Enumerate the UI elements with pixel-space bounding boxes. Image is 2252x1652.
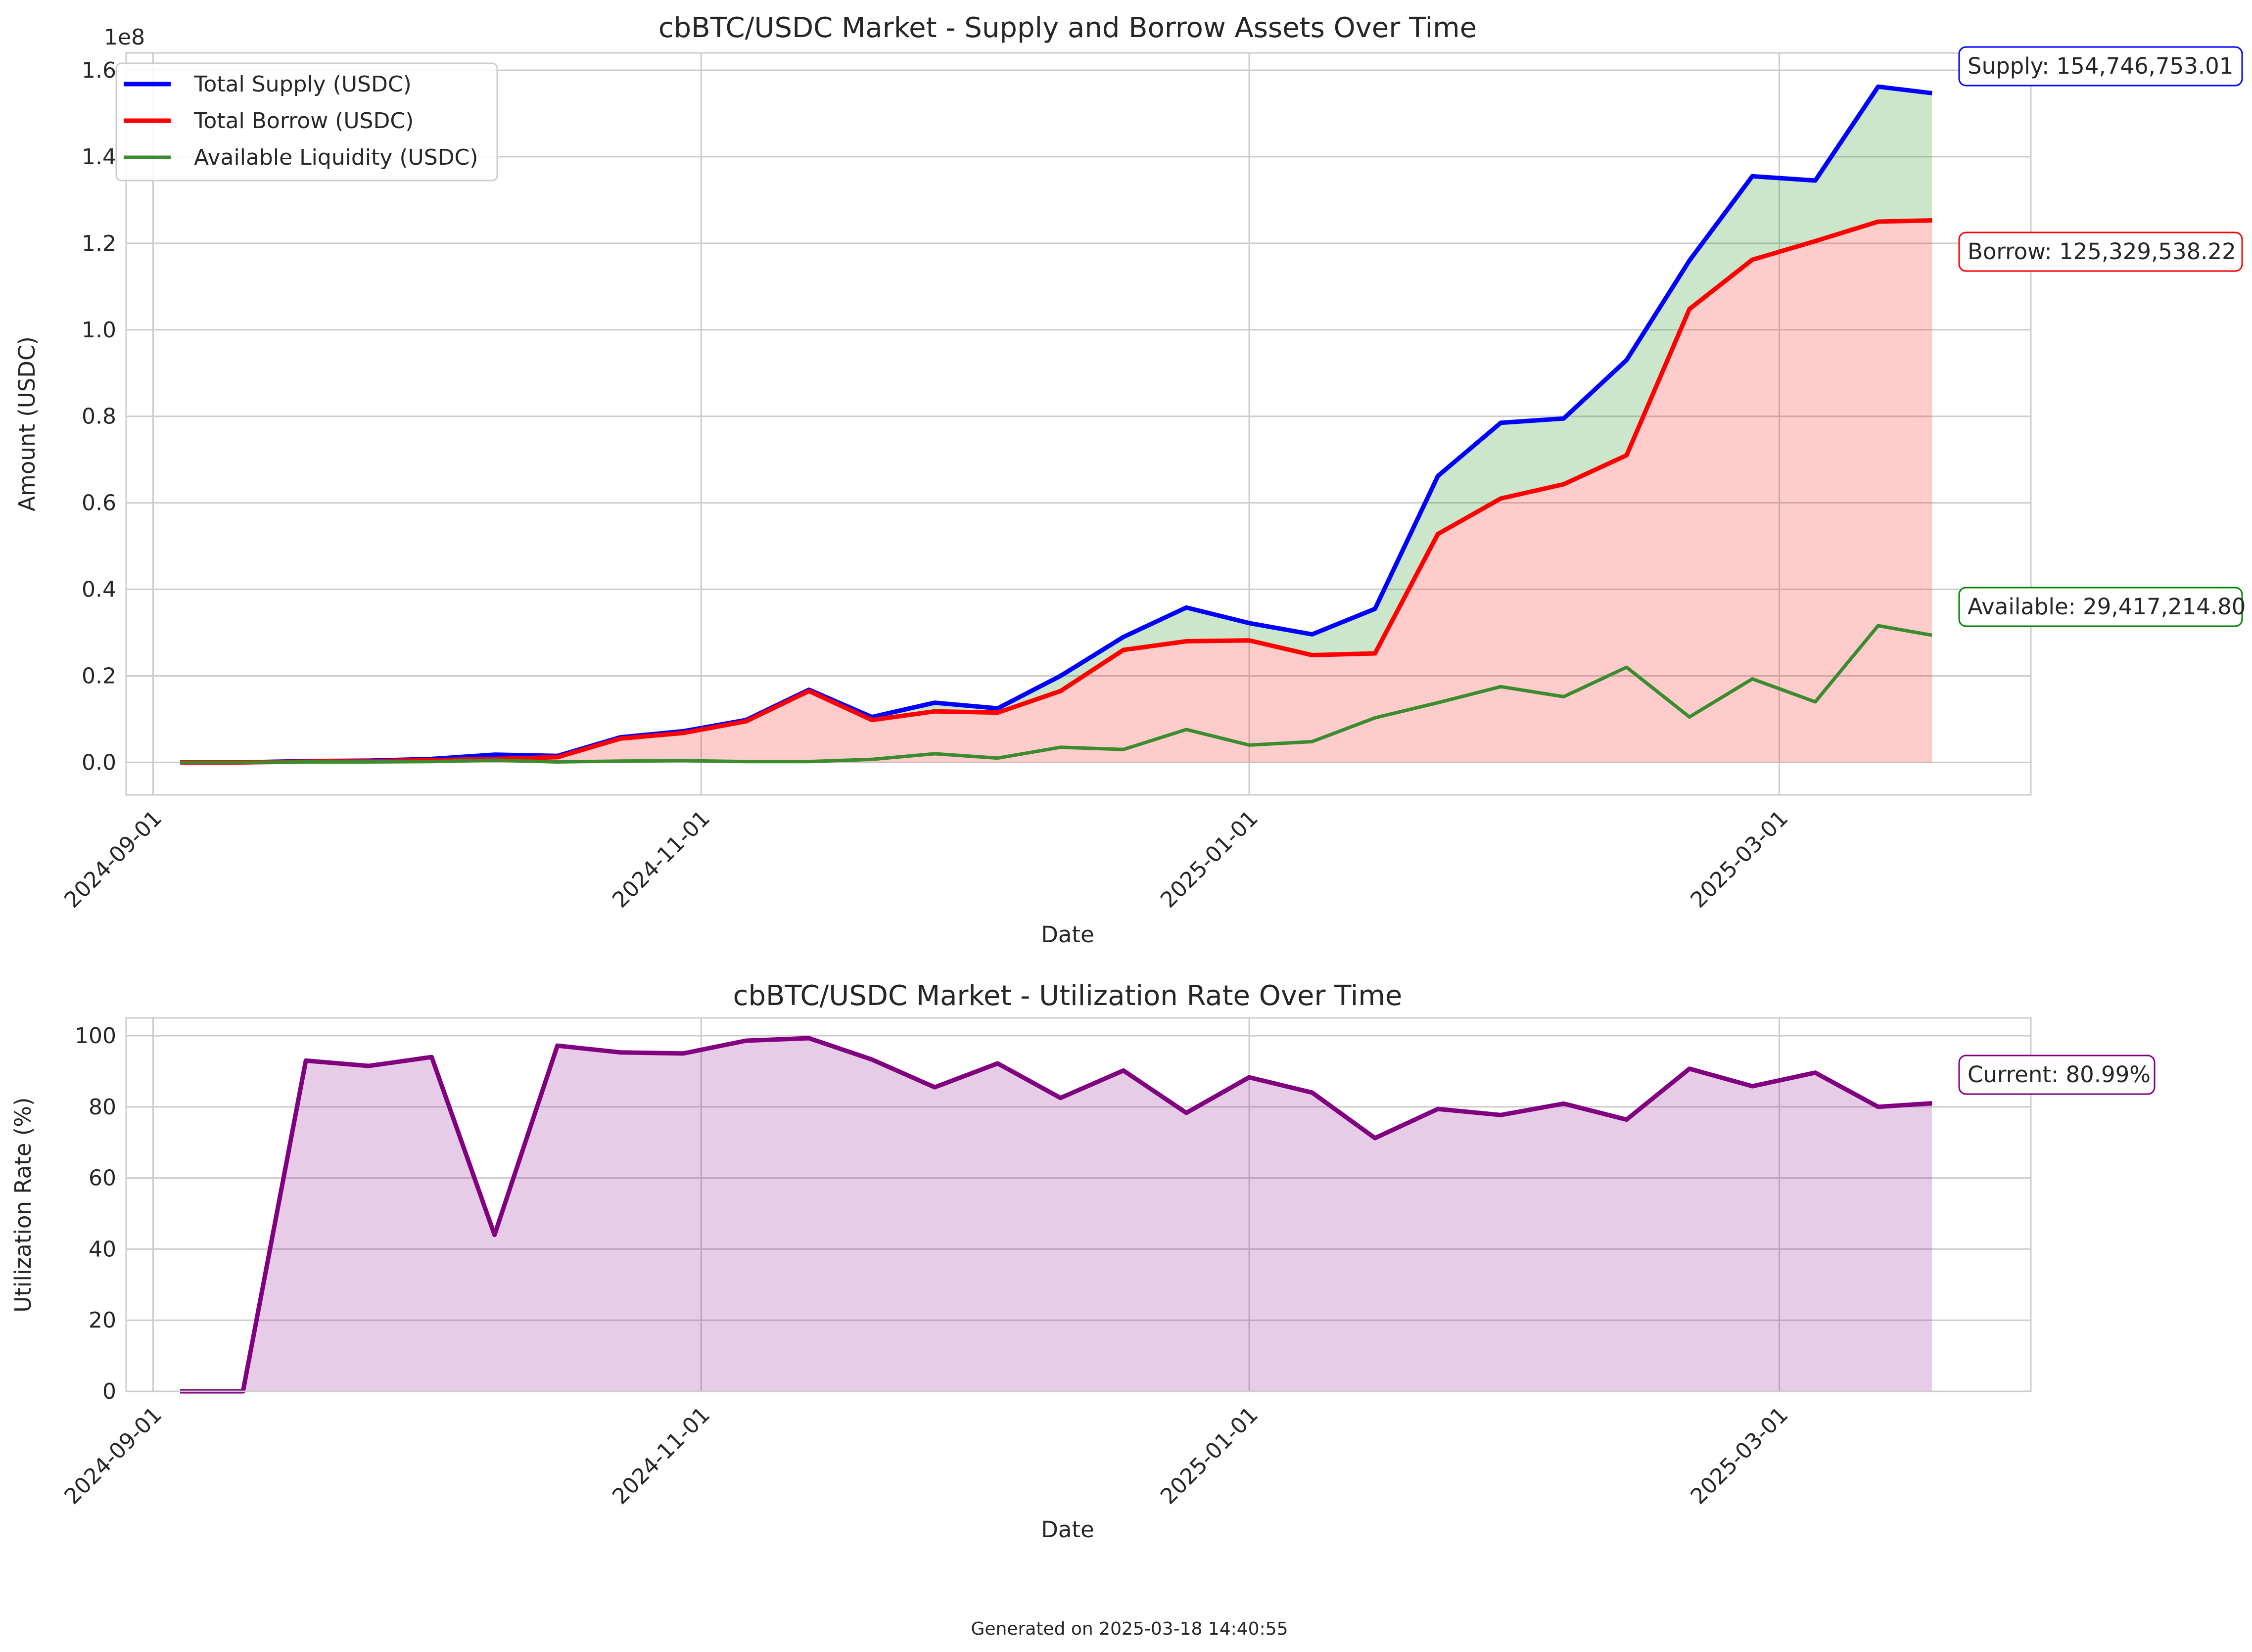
utilization-chart: cbBTC/USDC Market - Utilization Rate Ove… xyxy=(10,980,2156,1543)
chart1-x-tick-label: 2025-03-01 xyxy=(1686,806,1793,913)
supply-borrow-chart: cbBTC/USDC Market - Supply and Borrow As… xyxy=(14,12,2246,948)
chart2-x-label: Date xyxy=(1041,1516,1094,1543)
legend-label-supply: Total Supply (USDC) xyxy=(193,72,412,97)
series-line-utilization xyxy=(180,1036,1932,1394)
chart2-y-tick-label: 40 xyxy=(89,1237,116,1262)
chart1-y-label: Amount (USDC) xyxy=(14,336,40,511)
chart2-x-tick-label: 2025-01-01 xyxy=(1156,1402,1263,1510)
chart1-y-ticks: 0.0 0.2 0.4 0.6 0.8 1.0 1.2 1.4 1.6 xyxy=(82,58,116,775)
chart2-x-ticks: 2024-09-01 2024-11-01 2025-01-01 2025-03-01 xyxy=(59,1402,1793,1510)
chart1-grid xyxy=(126,53,2031,795)
chart2-y-tick-label: 20 xyxy=(89,1308,116,1333)
chart2-fills xyxy=(180,1038,1932,1391)
chart1-y-tick-label: 0.6 xyxy=(82,491,116,516)
annotation-current: Current: 80.99% xyxy=(1958,1055,2156,1095)
chart1-y-tick-label: 1.2 xyxy=(82,231,116,256)
chart1-x-tick-label: 2024-11-01 xyxy=(608,806,715,913)
chart1-fills xyxy=(180,87,1932,763)
annotation-current-text: Current: 80.99% xyxy=(1968,1061,2151,1088)
fill-borrow-area xyxy=(180,220,1932,763)
chart2-x-tick-label: 2024-09-01 xyxy=(59,1402,167,1510)
legend-box xyxy=(115,62,498,182)
chart1-y-offset: 1e8 xyxy=(104,25,145,50)
fill-liquidity-band xyxy=(180,87,1932,763)
annotation-supply-text: Supply: 154,746,753.01 xyxy=(1968,53,2233,79)
chart2-lines xyxy=(180,1036,1932,1394)
chart2-y-tick-label: 0 xyxy=(102,1379,116,1404)
chart2-frame xyxy=(125,1017,2032,1392)
chart2-x-tick-label: 2024-11-01 xyxy=(608,1402,715,1510)
chart2-y-tick-label: 60 xyxy=(89,1166,116,1191)
series-line-available-liquidity xyxy=(180,624,1932,764)
chart1-y-tick-label: 1.6 xyxy=(82,58,116,83)
chart1-x-label: Date xyxy=(1041,921,1094,948)
chart1-y-tick-label: 0.4 xyxy=(82,577,116,602)
annotation-supply: Supply: 154,746,753.01 xyxy=(1958,46,2243,87)
annotation-borrow: Borrow: 125,329,538.22 xyxy=(1958,231,2243,272)
footer-timestamp: Generated on 2025-03-18 14:40:55 xyxy=(971,1619,1288,1639)
chart1-y-tick-label: 0.0 xyxy=(82,750,116,775)
chart1-y-tick-label: 1.0 xyxy=(82,318,116,343)
chart1-y-tick-label: 0.2 xyxy=(82,663,116,688)
chart1-x-ticks: 2024-09-01 2024-11-01 2025-01-01 2025-03-01 xyxy=(59,806,1793,913)
chart2-y-tick-label: 80 xyxy=(89,1095,116,1120)
chart1-x-tick-label: 2025-01-01 xyxy=(1156,806,1263,913)
chart2-y-ticks: 0 20 40 60 80 100 xyxy=(75,1023,116,1404)
chart1-lines xyxy=(180,84,1932,765)
annotation-available: Available: 29,417,214.80 xyxy=(1958,587,2246,627)
annotation-available-text: Available: 29,417,214.80 xyxy=(1968,594,2246,620)
chart2-y-tick-label: 100 xyxy=(75,1023,116,1049)
chart1-title: cbBTC/USDC Market - Supply and Borrow As… xyxy=(658,12,1477,44)
legend-label-borrow: Total Borrow (USDC) xyxy=(193,108,414,134)
chart1-y-tick-label: 1.4 xyxy=(82,144,116,170)
fill-utilization-area xyxy=(180,1038,1932,1391)
chart1-y-tick-label: 0.8 xyxy=(82,404,116,429)
chart1-frame xyxy=(125,52,2032,796)
legend-label-available: Available Liquidity (USDC) xyxy=(194,145,478,170)
chart2-title: cbBTC/USDC Market - Utilization Rate Ove… xyxy=(733,980,1403,1012)
chart2-x-tick-label: 2025-03-01 xyxy=(1686,1402,1793,1510)
chart1-x-tick-label: 2024-09-01 xyxy=(59,806,167,913)
series-line-total-supply xyxy=(180,84,1932,765)
annotation-borrow-text: Borrow: 125,329,538.22 xyxy=(1968,238,2236,265)
chart2-y-label: Utilization Rate (%) xyxy=(10,1097,36,1312)
chart1-legend: Total Supply (USDC) Total Borrow (USDC) … xyxy=(115,62,498,182)
